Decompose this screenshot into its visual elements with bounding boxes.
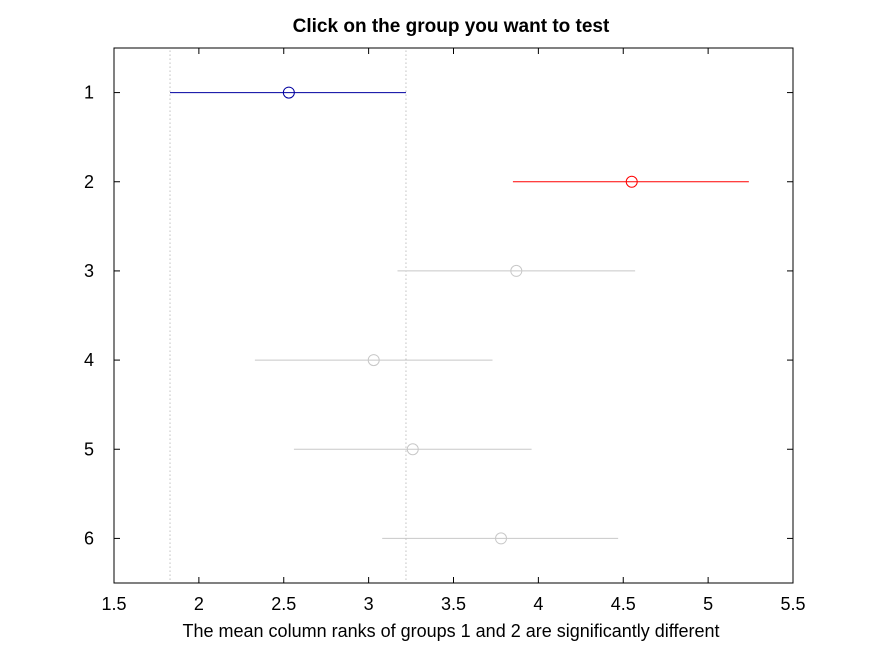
group-6-interval[interactable] <box>382 532 619 545</box>
y-tick-label: 1 <box>84 83 94 103</box>
y-tick-label: 6 <box>84 528 94 548</box>
y-tick-label: 5 <box>84 439 94 459</box>
x-tick-label: 3.5 <box>441 594 466 614</box>
x-tick-label: 5 <box>703 594 713 614</box>
reference-lines <box>169 50 407 581</box>
group-3-interval[interactable] <box>397 264 636 277</box>
x-axis: 1.5 2 2.5 3 3.5 4 4.5 5 5.5 <box>101 48 806 614</box>
x-axis-label: The mean column ranks of groups 1 and 2 … <box>183 621 720 641</box>
group-4-interval[interactable] <box>254 354 493 367</box>
group-1-interval[interactable] <box>170 86 406 99</box>
chart-title: Click on the group you want to test <box>293 16 610 37</box>
group-intervals[interactable] <box>170 86 749 545</box>
x-tick-label: 2 <box>194 594 204 614</box>
x-tick-label: 4.5 <box>611 594 636 614</box>
group-1-mean-marker[interactable] <box>282 86 295 99</box>
group-2-interval[interactable] <box>512 175 749 188</box>
group-2-mean-marker[interactable] <box>625 175 638 188</box>
group-5-interval[interactable] <box>293 443 532 456</box>
x-tick-label: 1.5 <box>101 594 126 614</box>
y-tick-label: 4 <box>84 350 94 370</box>
y-tick-label: 2 <box>84 172 94 192</box>
x-tick-label: 4 <box>533 594 543 614</box>
group-4-mean-marker[interactable] <box>367 354 380 367</box>
x-tick-label: 2.5 <box>271 594 296 614</box>
x-tick-label: 5.5 <box>780 594 805 614</box>
group-6-mean-marker[interactable] <box>495 532 508 545</box>
group-3-mean-marker[interactable] <box>510 264 523 277</box>
y-tick-label: 3 <box>84 261 94 281</box>
group-5-mean-marker[interactable] <box>406 443 419 456</box>
y-axis: 1 2 3 4 5 6 <box>84 83 793 548</box>
plot-area[interactable] <box>114 48 793 583</box>
x-tick-label: 3 <box>364 594 374 614</box>
